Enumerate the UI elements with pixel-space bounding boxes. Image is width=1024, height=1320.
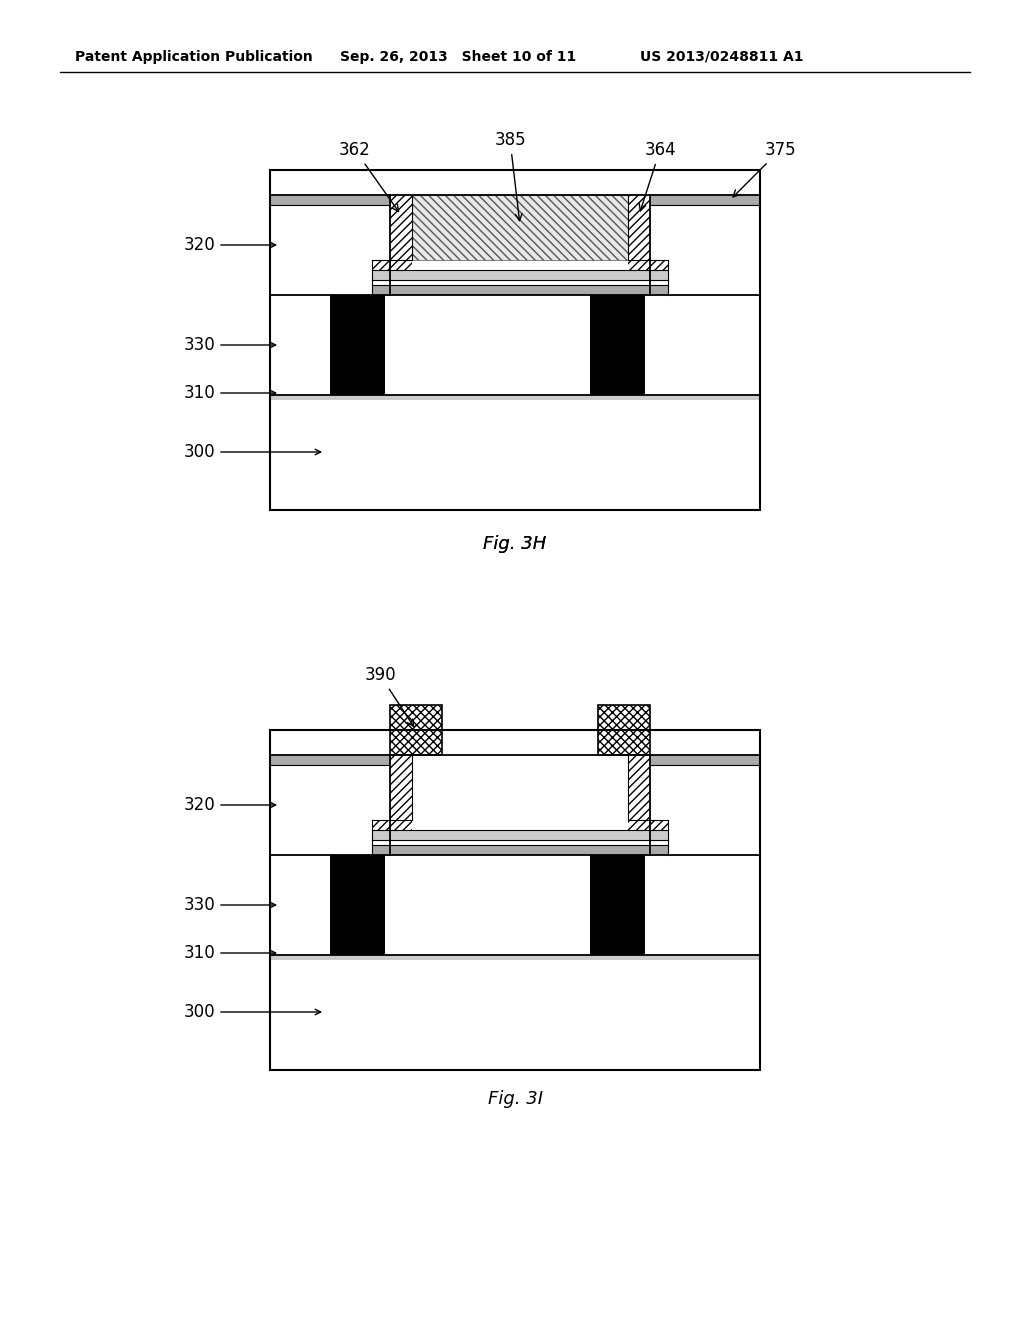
- Bar: [628, 755, 650, 820]
- Text: 364: 364: [639, 141, 676, 211]
- Text: 300: 300: [183, 444, 215, 461]
- Text: 375: 375: [733, 141, 796, 197]
- Bar: [372, 260, 412, 271]
- Text: 320: 320: [183, 236, 215, 253]
- Text: Sep. 26, 2013 Sheet 10 of 11: Sep. 26, 2013 Sheet 10 of 11: [340, 50, 577, 63]
- Bar: [390, 755, 650, 766]
- Text: 390: 390: [365, 667, 414, 726]
- Text: 362: 362: [339, 141, 398, 211]
- Bar: [372, 830, 668, 840]
- Bar: [372, 271, 668, 280]
- Text: 310: 310: [183, 384, 215, 403]
- Bar: [372, 285, 668, 294]
- Bar: [330, 855, 385, 954]
- Text: 330: 330: [183, 337, 215, 354]
- Bar: [330, 294, 385, 395]
- Text: 320: 320: [183, 796, 215, 814]
- Text: Fig. 3H: Fig. 3H: [483, 535, 547, 553]
- Text: 330: 330: [183, 896, 215, 913]
- Bar: [412, 755, 628, 820]
- Bar: [270, 395, 760, 510]
- Bar: [598, 705, 650, 755]
- Bar: [412, 195, 628, 260]
- Bar: [590, 855, 645, 954]
- Bar: [270, 195, 760, 205]
- Bar: [390, 755, 412, 820]
- Bar: [590, 294, 645, 395]
- Text: 385: 385: [495, 131, 525, 220]
- Bar: [628, 820, 668, 830]
- Bar: [372, 820, 412, 830]
- Bar: [270, 755, 760, 855]
- Bar: [270, 855, 760, 954]
- Text: Fig. 3H: Fig. 3H: [483, 535, 547, 553]
- Bar: [390, 705, 442, 755]
- Text: 310: 310: [183, 944, 215, 962]
- Bar: [270, 389, 760, 400]
- Text: US 2013/0248811 A1: US 2013/0248811 A1: [640, 50, 804, 63]
- Bar: [270, 730, 760, 1071]
- Text: Fig. 3I: Fig. 3I: [487, 1090, 543, 1107]
- Text: 300: 300: [183, 1003, 215, 1020]
- Bar: [270, 755, 760, 766]
- Bar: [372, 845, 668, 855]
- Bar: [270, 170, 760, 510]
- Bar: [270, 950, 760, 960]
- Bar: [270, 294, 760, 395]
- Bar: [628, 195, 650, 260]
- Text: Patent Application Publication: Patent Application Publication: [75, 50, 312, 63]
- Bar: [390, 195, 650, 205]
- Bar: [628, 260, 668, 271]
- Bar: [390, 195, 412, 260]
- Bar: [270, 954, 760, 1071]
- Bar: [270, 195, 760, 294]
